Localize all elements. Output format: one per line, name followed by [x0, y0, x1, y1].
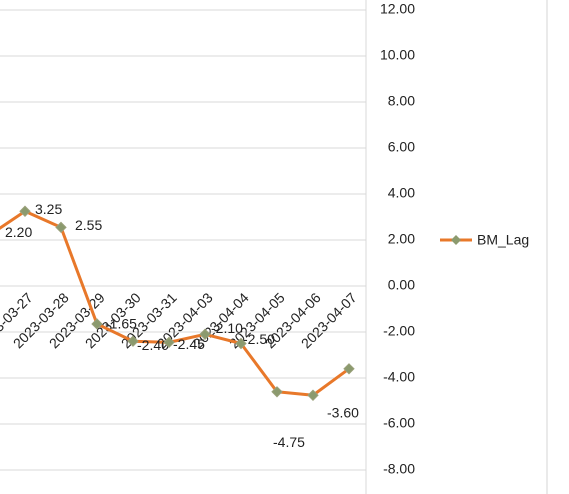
- marker: [271, 386, 283, 398]
- data-label: -2.40: [137, 337, 169, 353]
- y-tick-label: 8.00: [388, 93, 415, 109]
- data-label: -4.75: [273, 434, 305, 450]
- y-tick-label: 2.00: [388, 231, 415, 247]
- marker: [343, 363, 355, 375]
- y-tick-label: 10.00: [380, 47, 415, 63]
- y-tick-label: 6.00: [388, 139, 415, 155]
- marker: [127, 335, 139, 347]
- data-label: -2.45: [173, 336, 205, 352]
- y-tick-label: -6.00: [383, 415, 415, 431]
- y-tick-label: 0.00: [388, 277, 415, 293]
- data-label: -2.50: [243, 331, 275, 347]
- data-label: 2.20: [5, 224, 32, 240]
- data-label: -2.10: [211, 320, 243, 336]
- marker: [19, 205, 31, 217]
- data-label: 2.55: [75, 217, 102, 233]
- y-tick-label: -8.00: [383, 461, 415, 477]
- marker: [163, 336, 175, 349]
- marker: [55, 221, 67, 234]
- y-tick-label: 4.00: [388, 185, 415, 201]
- data-label: 3.25: [35, 201, 62, 217]
- y-tick-label: -2.00: [383, 323, 415, 339]
- marker: [199, 328, 211, 341]
- data-label: -3.60: [327, 405, 359, 421]
- legend-marker: [451, 235, 461, 245]
- marker: [91, 318, 103, 330]
- y-tick-label: 12.00: [380, 1, 415, 17]
- marker: [235, 337, 247, 350]
- legend-label: BM_Lag: [477, 232, 529, 248]
- y-tick-label: -4.00: [383, 369, 415, 385]
- data-label: -1.65: [105, 316, 137, 332]
- marker: [307, 389, 319, 401]
